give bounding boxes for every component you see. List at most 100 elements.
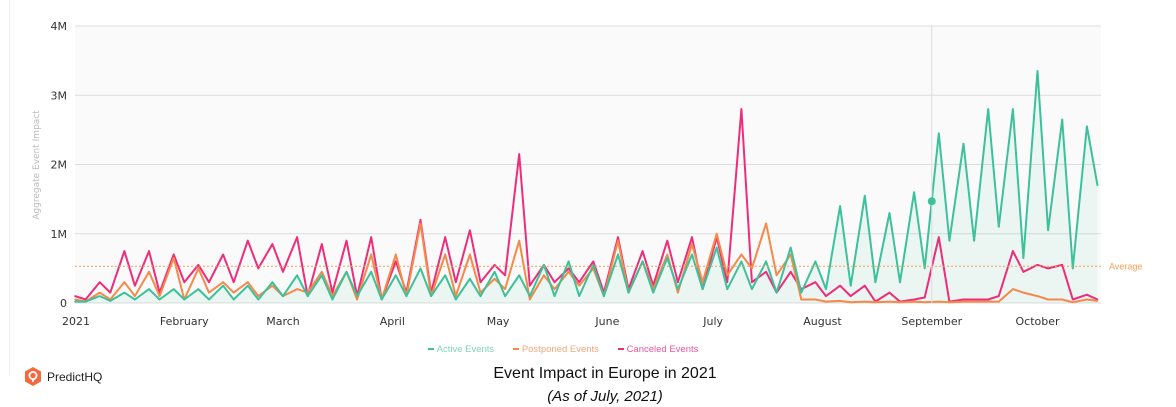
panel-border	[9, 0, 10, 375]
postponed-data-point	[74, 298, 76, 301]
active-data-point	[419, 267, 422, 270]
active-data-point	[1086, 125, 1088, 128]
postponed-data-point	[814, 298, 817, 301]
postponed-data-point	[158, 295, 161, 297]
x-tick-label: March	[266, 315, 300, 328]
canceled-data-point	[825, 295, 827, 297]
postponed-data-point	[800, 298, 803, 301]
active-data-point	[158, 298, 161, 301]
hover-point[interactable]	[927, 197, 936, 206]
active-data-point	[825, 288, 827, 290]
active-data-point	[430, 295, 432, 297]
active-data-point	[641, 260, 644, 263]
active-data-point	[504, 295, 506, 297]
series-layer[interactable]	[74, 70, 1099, 304]
active-data-point	[405, 295, 408, 297]
canceled-data-point	[839, 284, 841, 287]
active-data-point	[306, 295, 309, 297]
active-data-point	[553, 295, 556, 297]
postponed-data-point	[370, 253, 372, 256]
active-data-point	[923, 267, 926, 270]
legend-item-canceled[interactable]: Canceled Events	[617, 344, 699, 355]
postponed-data-point	[913, 300, 915, 303]
canceled-data-point	[987, 298, 989, 301]
postponed-data-point	[1086, 298, 1088, 301]
x-tick-label: 2021	[62, 315, 90, 328]
active-data-point	[370, 271, 372, 273]
legend-item-active[interactable]: Active Events	[427, 344, 494, 355]
postponed-data-point	[751, 267, 753, 270]
active-data-point	[395, 274, 397, 277]
postponed-data-point	[419, 222, 422, 225]
postponed-data-point	[666, 253, 669, 256]
postponed-data-point	[271, 284, 274, 287]
logo-text: PredictHQ	[47, 370, 103, 384]
active-data-point	[380, 298, 383, 301]
canceled-data-point	[208, 281, 210, 284]
canceled-data-point	[973, 298, 975, 301]
canceled-data-point	[232, 281, 235, 284]
postponed-data-point	[479, 291, 482, 294]
postponed-data-point	[306, 291, 309, 294]
active-data-point	[666, 257, 669, 259]
active-data-point	[740, 260, 743, 263]
canceled-data-point	[469, 229, 471, 232]
canceled-data-point	[666, 239, 669, 242]
canceled-data-point	[134, 284, 136, 287]
active-data-point	[603, 295, 605, 297]
postponed-data-point	[825, 300, 827, 303]
active-data-point	[282, 295, 284, 297]
active-data-point	[973, 239, 975, 242]
postponed-data-point	[923, 301, 926, 304]
active-data-point	[789, 246, 792, 249]
active-data-point	[148, 288, 150, 290]
canceled-data-point	[726, 281, 729, 284]
active-data-point	[987, 108, 989, 110]
active-data-point	[356, 295, 358, 297]
legend-label: Canceled Events	[626, 344, 699, 355]
postponed-data-point	[849, 301, 852, 304]
canceled-data-point	[751, 281, 753, 284]
postponed-data-point	[578, 284, 580, 287]
postponed-data-point	[444, 253, 447, 256]
predicthq-logo: PredictHQ	[24, 367, 102, 387]
active-data-point	[765, 260, 767, 263]
canceled-data-point	[84, 298, 87, 301]
x-tick-label: October	[1016, 315, 1060, 328]
active-data-point	[938, 132, 940, 135]
active-data-point	[1061, 118, 1064, 121]
active-data-point	[469, 277, 471, 280]
postponed-events-series	[74, 222, 1099, 304]
canceled-data-point	[1012, 250, 1014, 252]
postponed-data-point	[493, 277, 496, 280]
canceled-data-point	[740, 108, 743, 110]
canceled-data-point	[553, 281, 556, 284]
active-events-area	[75, 71, 1098, 303]
postponed-data-point	[529, 298, 531, 301]
postponed-data-point	[888, 300, 891, 303]
postponed-data-point	[172, 257, 175, 259]
legend-item-postponed[interactable]: Postponed Events	[512, 344, 599, 355]
postponed-data-point	[1012, 288, 1014, 290]
active-data-point	[726, 288, 729, 290]
canceled-data-point	[345, 239, 348, 242]
legend-swatch-postponed	[512, 348, 519, 351]
active-data-point	[617, 253, 619, 256]
x-tick-label: May	[487, 315, 510, 328]
postponed-data-point	[701, 281, 704, 284]
active-data-point	[134, 298, 136, 301]
canceled-data-point	[183, 281, 186, 284]
active-data-point	[677, 288, 679, 290]
active-data-point	[652, 291, 655, 294]
postponed-data-point	[257, 295, 260, 297]
postponed-data-point	[222, 281, 224, 284]
postponed-data-point	[677, 291, 679, 294]
canceled-data-point	[849, 295, 852, 297]
active-data-point	[493, 271, 496, 273]
canceled-data-point	[592, 260, 595, 263]
canceled-data-point	[246, 239, 249, 242]
active-data-point	[321, 274, 323, 277]
canceled-data-point	[1022, 271, 1025, 273]
active-data-point	[444, 274, 447, 277]
postponed-data-point	[504, 288, 506, 290]
